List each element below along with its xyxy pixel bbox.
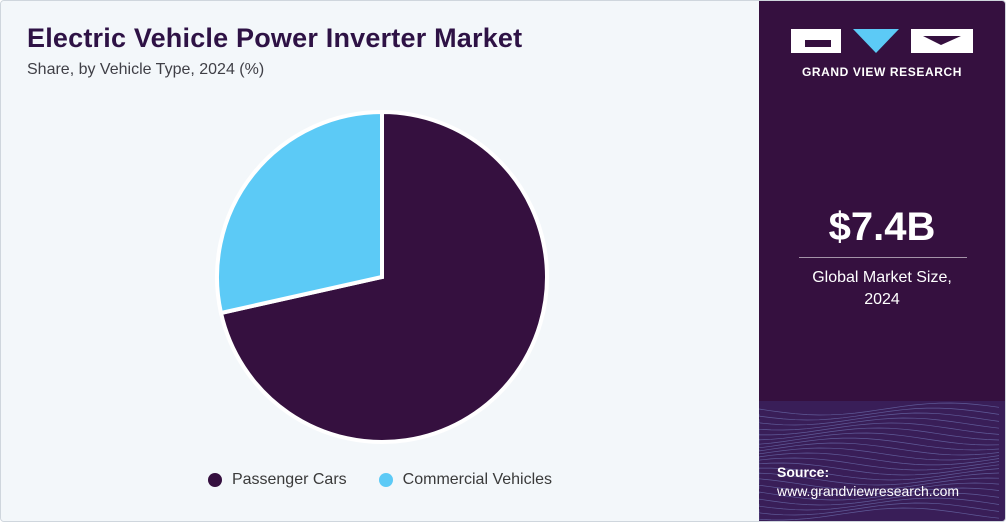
pie-slice-commercial-vehicles — [215, 109, 384, 316]
wave-line — [759, 457, 1000, 471]
legend-label-passenger-cars: Passenger Cars — [231, 471, 347, 488]
wave-line — [759, 427, 1000, 441]
wave-line — [759, 402, 1000, 416]
source-url[interactable]: www.grandviewresearch.com — [777, 483, 960, 499]
chart-panel: Electric Vehicle Power Inverter Market S… — [1, 1, 759, 521]
wave-line — [759, 492, 1000, 506]
wave-line — [759, 467, 1000, 481]
wave-line — [759, 502, 1000, 516]
wave-line — [759, 417, 1000, 431]
wave-line — [759, 472, 1000, 486]
legend-item-passenger-cars: Passenger Cars — [207, 471, 347, 489]
chart-title: Electric Vehicle Power Inverter Market — [27, 23, 523, 53]
brand-name: GRAND VIEW RESEARCH — [801, 65, 963, 79]
market-size-value: $7.4B — [828, 205, 936, 249]
chart-subtitle: Share, by Vehicle Type, 2024 (%) — [27, 61, 265, 78]
legend-label-commercial-vehicles: Commercial Vehicles — [402, 471, 553, 488]
grand-view-research-logo-icon — [791, 29, 973, 53]
market-size-label: Global Market Size, 2024 — [759, 267, 1005, 311]
wave-line — [759, 452, 1000, 466]
source-title: Source: — [777, 464, 830, 480]
wave-line — [759, 442, 1000, 456]
wave-line — [759, 432, 1000, 446]
market-size-label-line2: 2024 — [864, 291, 900, 308]
chart-legend: Passenger Cars Commercial Vehicles — [1, 471, 759, 489]
legend-swatch-commercial-vehicles — [378, 473, 393, 487]
wave-line — [759, 487, 1000, 501]
wave-line — [759, 462, 1000, 476]
wave-line — [759, 407, 1000, 421]
divider — [799, 257, 967, 258]
pie-chart — [215, 109, 549, 444]
wave-line — [759, 507, 1000, 521]
market-size-label-line1: Global Market Size, — [812, 269, 952, 286]
info-sidebar: GRAND VIEW RESEARCH $7.4B Global Market … — [759, 1, 1005, 521]
wave-background — [759, 401, 1005, 521]
source-block: Source: www.grandviewresearch.com — [777, 463, 959, 501]
wave-line — [759, 412, 1000, 426]
wave-line — [759, 497, 1000, 511]
legend-swatch-passenger-cars — [207, 473, 222, 487]
wave-line — [759, 422, 1000, 436]
wave-line — [759, 482, 1000, 496]
legend-item-commercial-vehicles: Commercial Vehicles — [378, 471, 553, 489]
wave-line — [759, 477, 1000, 491]
wave-line — [759, 437, 1000, 451]
wave-line — [759, 447, 1000, 461]
decorative-wave-pattern — [759, 401, 1005, 521]
